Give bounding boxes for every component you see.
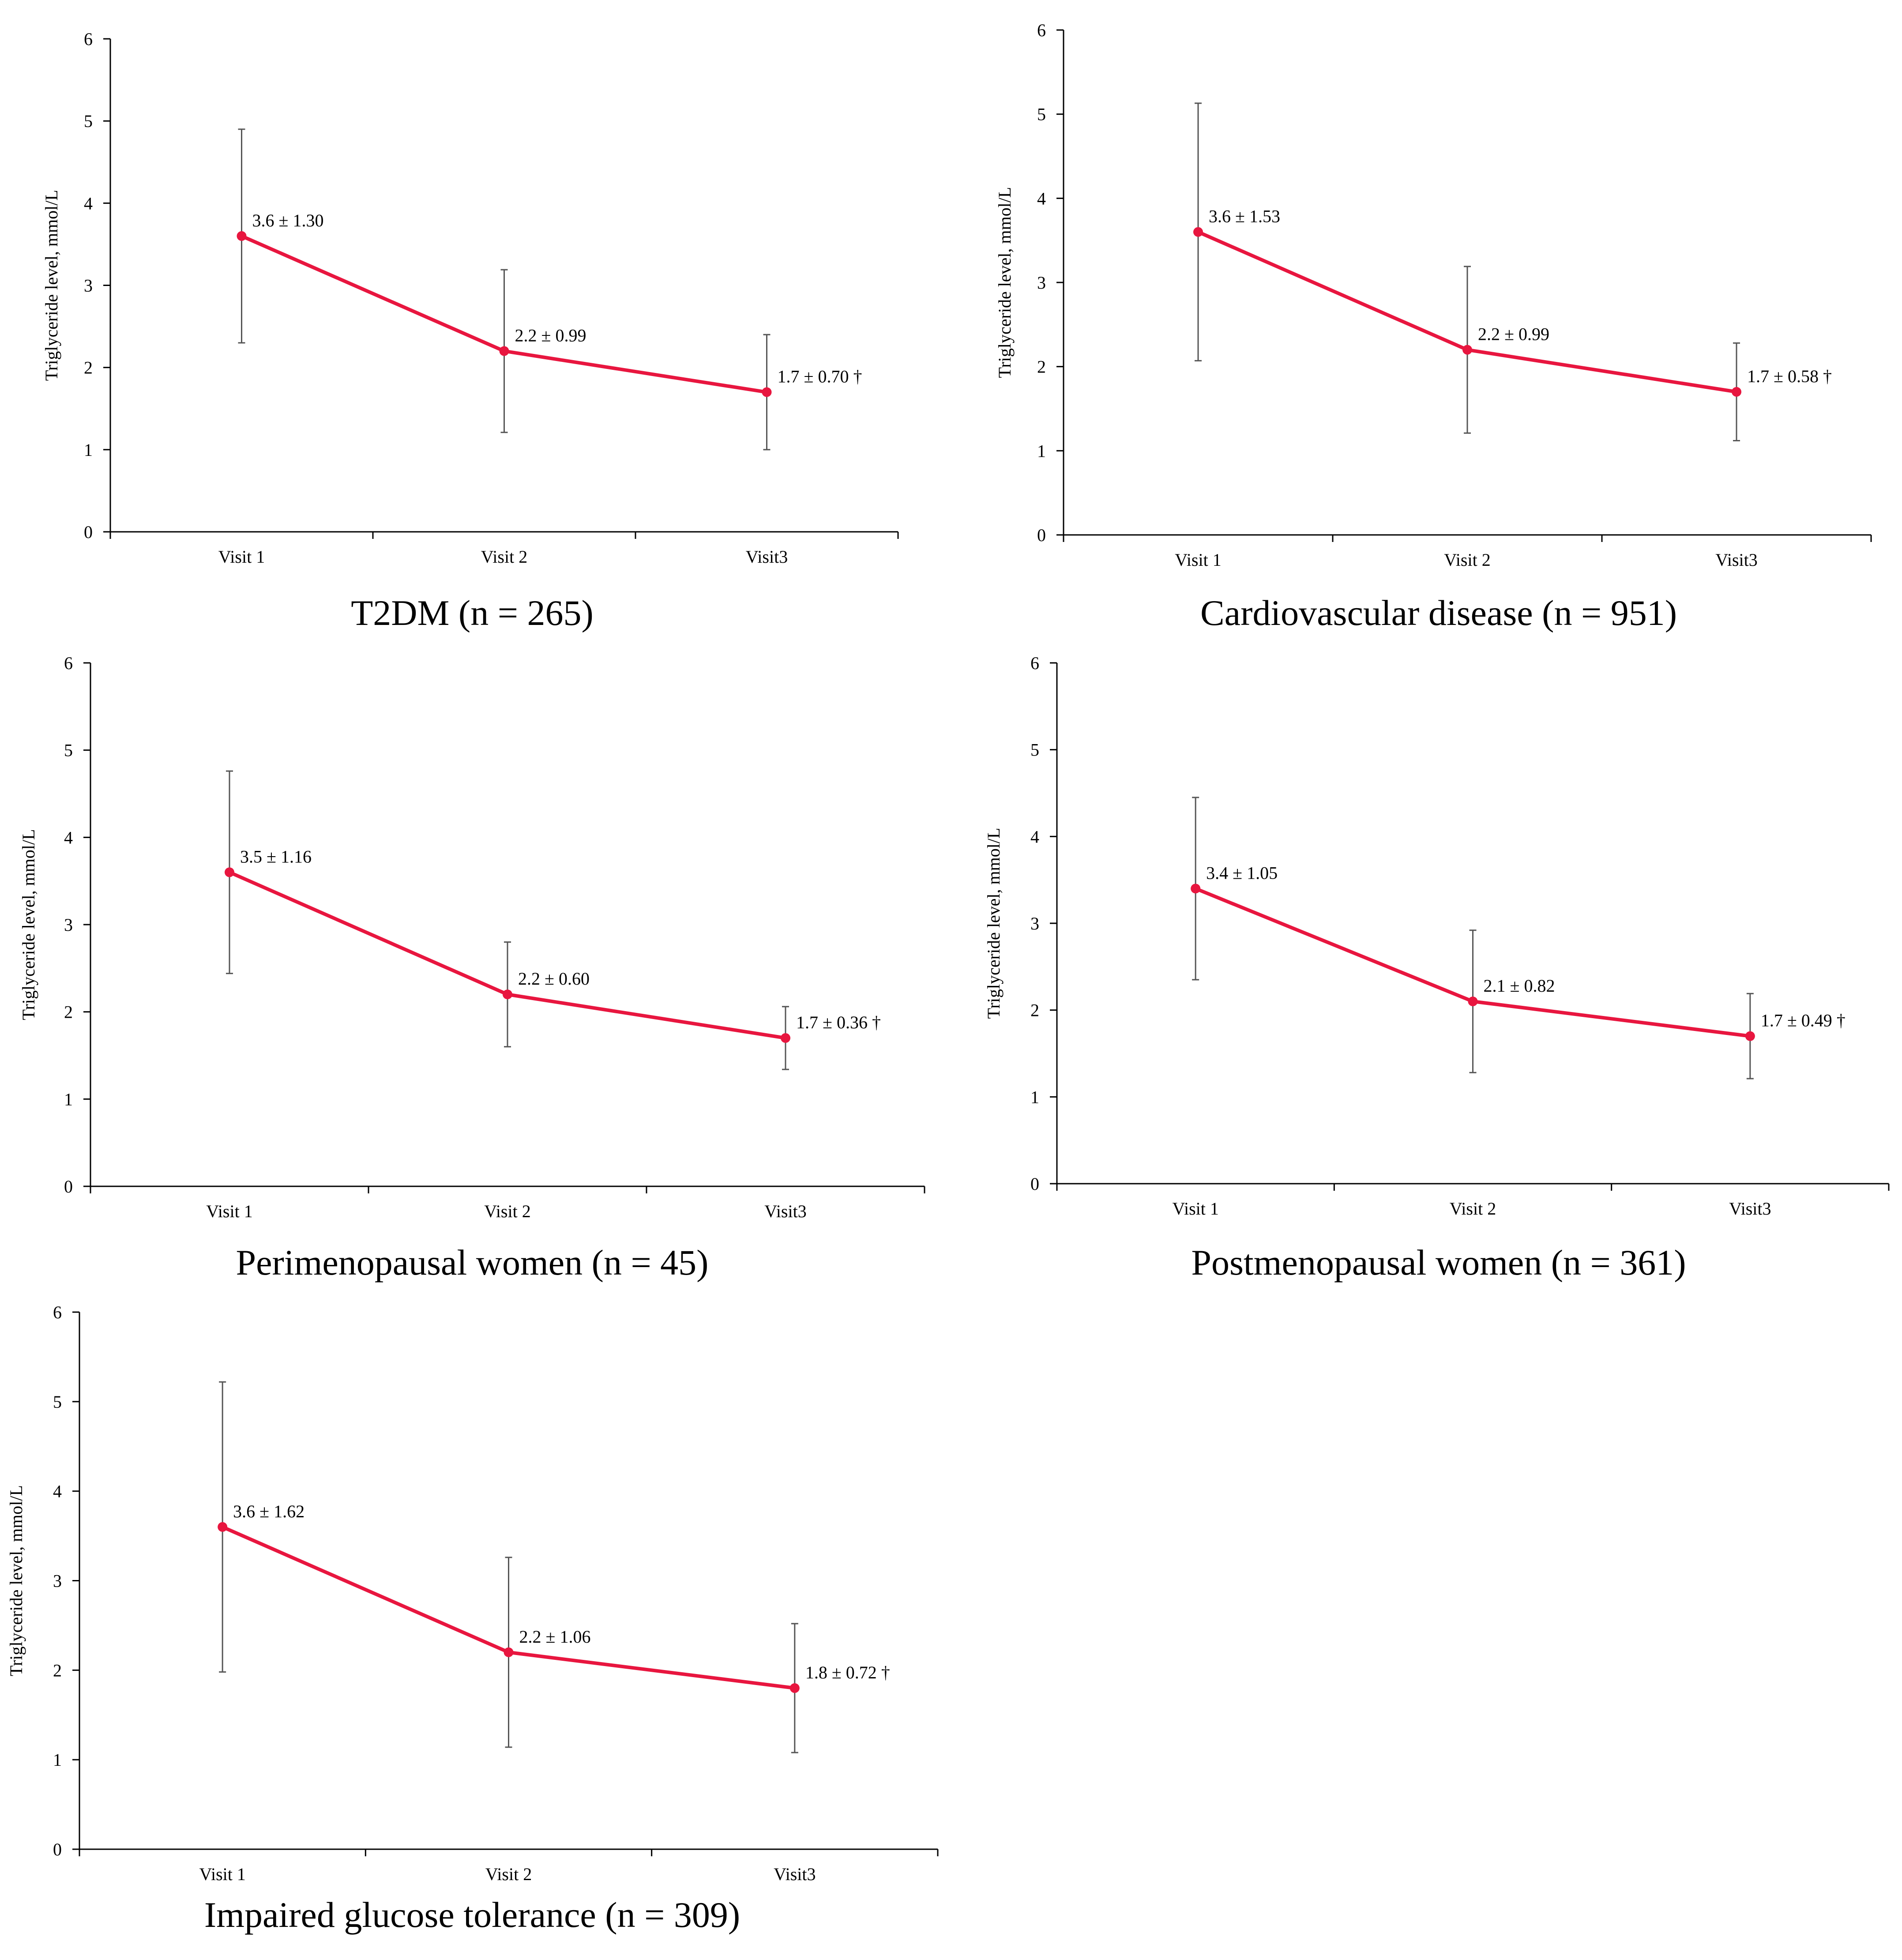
y-tick-label: 5 — [64, 741, 73, 760]
y-axis-title: Triglyceride level, mmol/L — [41, 190, 61, 381]
y-tick-label: 0 — [1037, 525, 1046, 545]
data-point — [1732, 387, 1741, 397]
x-tick-label: Visit 1 — [1175, 550, 1221, 570]
chart-title-impaired-glucose: Impaired glucose tolerance (n = 309) — [204, 1895, 741, 1935]
data-label: 3.6 ± 1.30 — [252, 211, 324, 230]
y-tick-label: 6 — [84, 29, 93, 49]
x-tick-label: Visit 2 — [1450, 1199, 1496, 1219]
x-tick-label: Visit 1 — [1172, 1199, 1218, 1219]
y-tick-label: 6 — [64, 653, 73, 673]
chart-panel-1: 0 1 2 3 4 5 6 Visit 1 Visit 2 Visit3 Triglyceride … — [41, 29, 899, 567]
y-tick-label: 1 — [64, 1089, 73, 1109]
data-point — [789, 1683, 800, 1693]
x-tick-label: Visit 2 — [485, 1864, 532, 1884]
data-point — [762, 387, 772, 397]
y-tick-label: 6 — [53, 1302, 62, 1322]
y-tick-label: 6 — [1030, 653, 1039, 673]
x-tick-label: Visit 1 — [218, 547, 265, 567]
y-tick-label: 0 — [84, 522, 93, 542]
y-tick-label: 4 — [1030, 827, 1039, 846]
data-label: 1.7 ± 0.70 † — [778, 367, 862, 387]
y-tick-label: 2 — [64, 1002, 73, 1022]
data-label: 3.6 ± 1.53 — [1209, 207, 1280, 226]
data-point — [781, 1033, 790, 1043]
data-point — [237, 231, 247, 241]
y-axis-title: Triglyceride level, mmol/L — [6, 1485, 26, 1676]
y-axis-title: Triglyceride level, mmol/L — [984, 828, 1004, 1019]
x-tick-label: Visit3 — [774, 1864, 816, 1884]
y-axis-title: Triglyceride level, mmol/L — [995, 187, 1015, 378]
x-tick-label: Visit3 — [1729, 1199, 1771, 1219]
y-tick-label: 1 — [1030, 1087, 1039, 1107]
chart-title-postmenopausal: Postmenopausal women (n = 361) — [1191, 1242, 1686, 1283]
data-label: 1.8 ± 0.72 † — [805, 1663, 890, 1682]
y-tick-label: 4 — [53, 1482, 62, 1501]
y-axis-title: Triglyceride level, mmol/L — [19, 829, 38, 1020]
data-label: 1.7 ± 0.49 † — [1761, 1011, 1846, 1031]
y-tick-label: 1 — [1037, 441, 1046, 461]
y-tick-label: 3 — [1037, 273, 1046, 293]
data-label: 1.7 ± 0.36 † — [796, 1012, 881, 1032]
y-tick-label: 3 — [53, 1571, 62, 1591]
data-label: 2.2 ± 0.60 — [518, 969, 590, 989]
data-label: 3.5 ± 1.16 — [240, 846, 312, 866]
y-tick-label: 3 — [84, 276, 93, 296]
x-tick-label: Visit 2 — [484, 1201, 530, 1221]
data-point — [218, 1522, 228, 1532]
data-point — [1191, 884, 1201, 894]
data-point — [1193, 227, 1203, 237]
data-label: 2.2 ± 0.99 — [1478, 324, 1549, 344]
y-tick-label: 6 — [1037, 20, 1046, 40]
y-tick-label: 1 — [53, 1750, 62, 1770]
chart-title-t2dm: T2DM (n = 265) — [351, 593, 594, 633]
y-tick-label: 0 — [53, 1840, 62, 1859]
y-tick-label: 2 — [84, 358, 93, 378]
y-tick-label: 5 — [1030, 740, 1039, 760]
data-point — [503, 989, 512, 1000]
x-tick-label: Visit3 — [1715, 550, 1757, 570]
y-tick-label: 0 — [64, 1177, 73, 1196]
y-tick-label: 4 — [1037, 188, 1046, 208]
y-tick-label: 0 — [1030, 1174, 1039, 1194]
chart-title-perimenopausal: Perimenopausal women (n = 45) — [236, 1242, 709, 1283]
x-tick-label: Visit 1 — [199, 1864, 245, 1884]
data-label: 2.1 ± 0.82 — [1484, 976, 1555, 996]
x-tick-label: Visit3 — [764, 1201, 806, 1221]
y-tick-label: 1 — [84, 440, 93, 460]
x-tick-label: Visit 2 — [1444, 550, 1490, 570]
x-tick-label: Visit 1 — [206, 1201, 252, 1221]
y-tick-label: 5 — [1037, 105, 1046, 124]
y-tick-label: 4 — [84, 193, 93, 213]
y-tick-label: 5 — [84, 111, 93, 131]
chart-panel-3: 0 1 2 3 4 5 6 Visit 1 Visit 2 Visit3 Triglyceride … — [19, 653, 925, 1221]
y-tick-label: 2 — [1030, 1001, 1039, 1020]
data-point — [1462, 345, 1472, 355]
data-point — [1745, 1031, 1755, 1041]
data-point — [1468, 997, 1478, 1006]
chart-panel-2: 0 1 2 3 4 5 6 Visit 1 Visit 2 Visit3 Triglyceride … — [995, 20, 1872, 570]
y-tick-label: 3 — [64, 915, 73, 935]
chart-panel-5: 0 1 2 3 4 5 6 Visit 1 Visit 2 Visit3 Triglyceride … — [6, 1302, 939, 1884]
chart-title-cardiovascular: Cardiovascular disease (n = 951) — [1200, 593, 1677, 633]
x-tick-label: Visit3 — [746, 547, 788, 567]
chart-panel-4: 0 1 2 3 4 5 6 Visit 1 Visit 2 Visit3 Triglyceride … — [984, 653, 1890, 1219]
x-tick-label: Visit 2 — [481, 547, 527, 567]
data-label: 3.6 ± 1.62 — [233, 1501, 304, 1521]
data-label: 2.2 ± 0.99 — [515, 325, 586, 345]
data-label: 2.2 ± 1.06 — [519, 1627, 591, 1647]
y-tick-label: 3 — [1030, 914, 1039, 933]
y-tick-label: 5 — [53, 1392, 62, 1412]
data-label: 3.4 ± 1.05 — [1206, 863, 1278, 883]
data-point — [499, 346, 509, 356]
data-label: 1.7 ± 0.58 † — [1747, 366, 1832, 386]
y-tick-label: 2 — [1037, 357, 1046, 377]
y-tick-label: 2 — [53, 1660, 62, 1680]
data-point — [504, 1647, 514, 1657]
y-tick-label: 4 — [64, 828, 73, 847]
data-point — [225, 867, 234, 877]
